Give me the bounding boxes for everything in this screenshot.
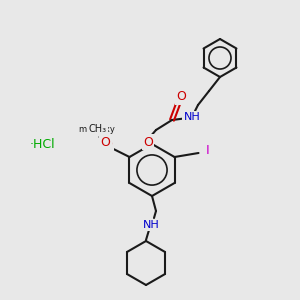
Text: O: O xyxy=(100,136,110,149)
Text: I: I xyxy=(206,145,209,158)
Text: methoxy: methoxy xyxy=(78,125,115,134)
Text: O: O xyxy=(103,137,112,151)
Text: O: O xyxy=(143,136,153,148)
Text: O: O xyxy=(176,91,186,103)
Text: NH: NH xyxy=(184,112,200,122)
Text: ·HCl: ·HCl xyxy=(29,139,55,152)
Text: CH₃: CH₃ xyxy=(88,124,106,134)
Text: NH: NH xyxy=(142,220,159,230)
